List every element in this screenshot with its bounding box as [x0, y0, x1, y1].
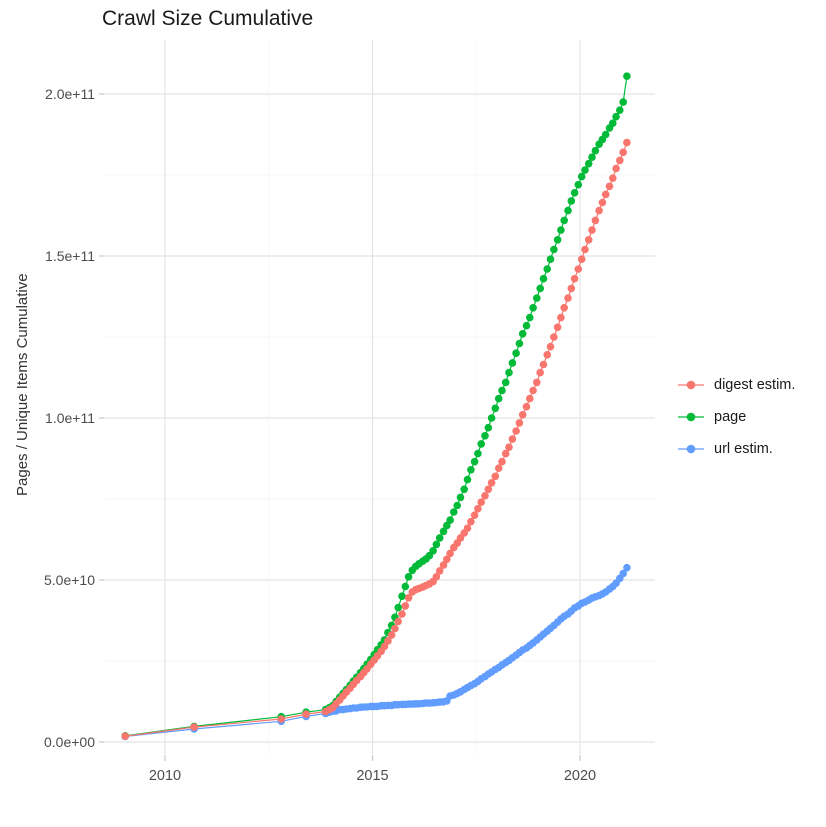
legend-label: url estim.: [714, 441, 773, 457]
legend: digest estim. page url estim.: [676, 374, 795, 470]
legend-key-icon: [678, 412, 704, 422]
svg-text:2.0e+11: 2.0e+11: [45, 86, 95, 102]
legend-item-page: page: [676, 406, 795, 428]
gridlines-minor: [106, 40, 655, 754]
x-tick-labels: 2010 2015 2020: [149, 768, 596, 784]
series-digest-estim: [121, 138, 631, 740]
gridlines-major: [106, 40, 655, 754]
svg-text:2015: 2015: [356, 768, 388, 784]
legend-key-icon: [678, 380, 704, 390]
svg-text:2010: 2010: [149, 768, 181, 784]
series-page: [121, 72, 631, 740]
svg-text:0.0e+00: 0.0e+00: [44, 734, 95, 750]
y-tick-labels: 0.0e+00 5.0e+10 1.0e+11 1.5e+11 2.0e+11: [44, 86, 95, 750]
chart-title: Crawl Size Cumulative: [102, 7, 314, 30]
legend-item-url-estim: url estim.: [676, 438, 795, 460]
svg-text:1.0e+11: 1.0e+11: [45, 410, 95, 426]
legend-key-icon: [678, 444, 704, 454]
svg-text:1.5e+11: 1.5e+11: [45, 248, 95, 264]
legend-label: digest estim.: [714, 377, 796, 393]
legend-label: page: [714, 409, 747, 425]
svg-text:5.0e+10: 5.0e+10: [44, 572, 95, 588]
axis-ticks: [99, 93, 581, 761]
svg-text:2020: 2020: [564, 768, 596, 784]
legend-item-digest-estim: digest estim.: [676, 374, 795, 396]
y-axis-title: Pages / Unique Items Cumulative: [14, 273, 31, 496]
